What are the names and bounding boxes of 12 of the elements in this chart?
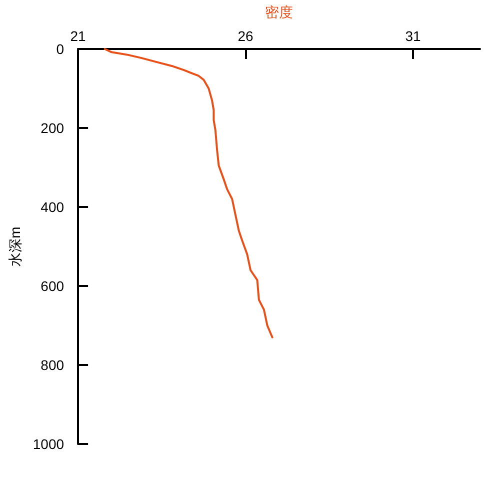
y-tick-label: 0 — [56, 41, 64, 57]
y-tick-label: 1000 — [32, 436, 64, 452]
line-series — [104, 48, 274, 338]
x-tick-label: 21 — [70, 28, 86, 44]
x-tick-label: 26 — [238, 28, 254, 44]
y-tick-label: 200 — [40, 120, 64, 136]
y-tick-label: 400 — [40, 199, 64, 215]
x-axis-title: 密度 — [265, 4, 294, 20]
y-tick-label: 800 — [40, 357, 64, 373]
x-tick-label: 31 — [405, 28, 422, 44]
y-tick-label: 600 — [40, 278, 64, 294]
y-axis-title: 水深m — [7, 226, 23, 266]
